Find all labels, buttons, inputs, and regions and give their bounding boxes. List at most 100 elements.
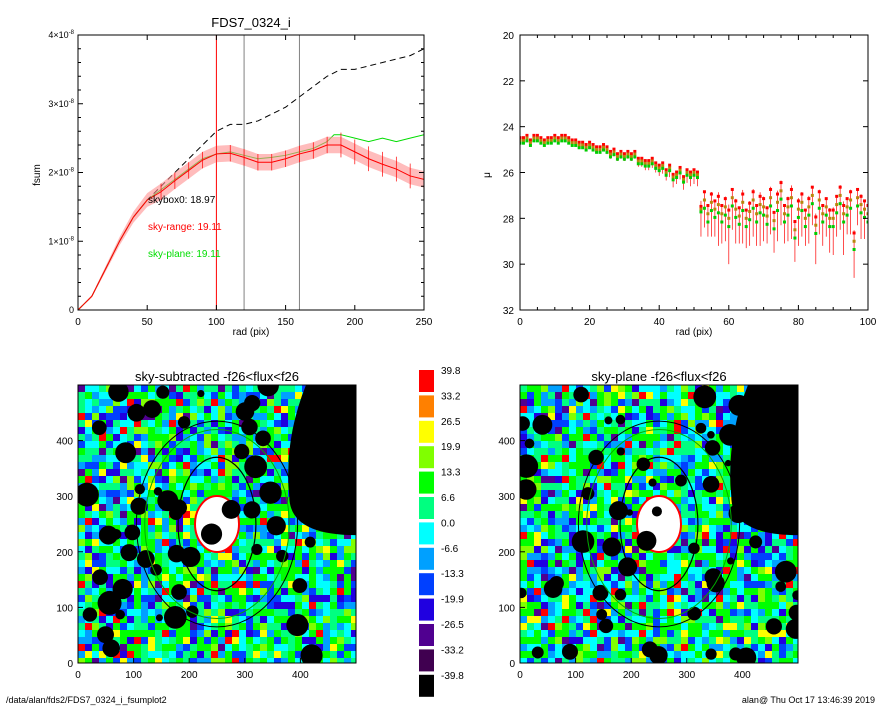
heatmap-cell [660,609,667,616]
colorbar-label: 6.6 [441,493,455,504]
heatmap-cell [204,490,211,497]
heatmap-cell [190,504,197,511]
heatmap-cell [681,427,688,434]
heatmap-cell [302,567,309,574]
heatmap-cell [253,525,260,532]
heatmap-cell [667,553,674,560]
heatmap-cell [204,567,211,574]
data-point [789,196,793,200]
data-point [713,215,717,219]
heatmap-cell [590,413,597,420]
heatmap-cell [197,609,204,616]
heatmap-cell [190,434,197,441]
heatmap-cell [190,511,197,518]
heatmap-cell [309,560,316,567]
heatmap-cell [211,658,218,663]
heatmap-cell [744,630,751,637]
heatmap-cell [323,623,330,630]
heatmap-cell [176,448,183,455]
heatmap-cell [716,399,723,406]
data-point [831,225,835,229]
y-tick-label: 200 [498,548,515,559]
star-mask [150,564,162,576]
data-point [842,212,846,216]
heatmap-cell [330,609,337,616]
heatmap-cell [183,651,190,658]
heatmap-cell [337,595,344,602]
heatmap-cell [555,497,562,504]
heatmap-cell [681,455,688,462]
heatmap-cell [169,525,176,532]
heatmap-cell [646,399,653,406]
heatmap-cell [716,497,723,504]
heatmap-cell [625,462,632,469]
fsum-plot-frame [77,34,425,311]
heatmap-cell [246,658,253,663]
heatmap-cell [211,602,218,609]
heatmap-cell [548,574,555,581]
data-point [605,148,609,152]
heatmap-cell [239,483,246,490]
heatmap-cell [611,560,618,567]
heatmap-cell [681,616,688,623]
heatmap-cell [85,630,92,637]
heatmap-cell [218,595,225,602]
data-point [769,204,773,208]
heatmap-cell [667,574,674,581]
heatmap-cell [625,623,632,630]
heatmap-cell [758,651,765,658]
heatmap-cell [176,462,183,469]
sky-subtracted-frame [77,384,357,664]
heatmap-cell [583,637,590,644]
heatmap-cell [337,588,344,595]
heatmap-cell [148,525,155,532]
heatmap-cell [765,581,772,588]
heatmap-cell [92,462,99,469]
heatmap-cell [288,413,295,420]
heatmap-cell [211,651,218,658]
heatmap-cell [330,560,337,567]
data-point [856,187,860,191]
heatmap-cell [667,490,674,497]
heatmap-cell [702,616,709,623]
data-point [849,198,853,202]
heatmap-cell [632,441,639,448]
heatmap-cell [716,483,723,490]
heatmap-cell [555,518,562,525]
x-tick-label: 300 [678,670,695,681]
heatmap-cell [534,602,541,609]
heatmap-cell [646,434,653,441]
data-point [796,215,800,219]
heatmap-cell [576,497,583,504]
heatmap-cell [786,581,793,588]
heatmap-cell [197,476,204,483]
heatmap-cell [716,455,723,462]
heatmap-cell [120,539,127,546]
heatmap-cell [723,581,730,588]
heatmap-cell [197,490,204,497]
heatmap-cell [730,525,737,532]
heatmap-cell [176,658,183,663]
heatmap-cell [723,623,730,630]
data-point [737,206,741,210]
heatmap-cell [239,399,246,406]
heatmap-cell [527,609,534,616]
data-point [762,213,766,217]
heatmap-cell [590,441,597,448]
heatmap-cell [765,553,772,560]
heatmap-cell [113,546,120,553]
heatmap-cell [113,567,120,574]
heatmap-cell [674,581,681,588]
heatmap-cell [632,455,639,462]
heatmap-cell [716,392,723,399]
data-point [591,145,595,149]
heatmap-cell [534,399,541,406]
heatmap-cell [92,434,99,441]
heatmap-cell [786,539,793,546]
heatmap-cell [204,602,211,609]
heatmap-cell [695,532,702,539]
heatmap-cell [225,595,232,602]
heatmap-cell [653,483,660,490]
heatmap-cell [190,441,197,448]
heatmap-cell [548,385,555,392]
